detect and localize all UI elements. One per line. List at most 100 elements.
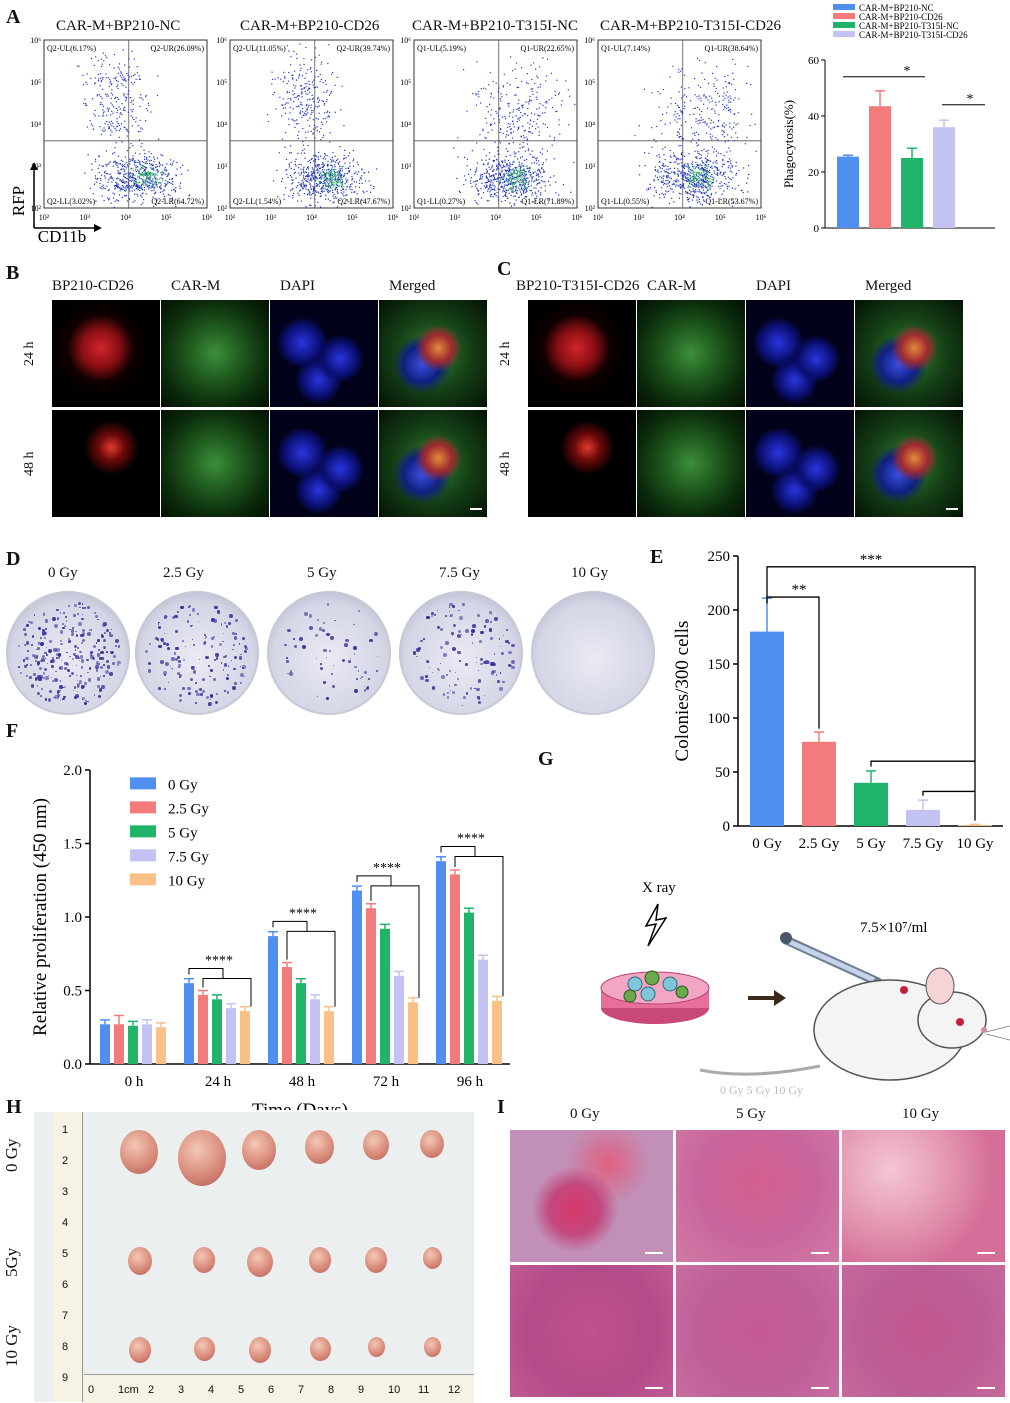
- bar: [906, 809, 940, 826]
- tumor: [310, 1337, 331, 1361]
- scale-bar: [645, 1252, 663, 1254]
- y-tick-label: 60: [808, 55, 820, 67]
- y-tick-label: 20: [808, 167, 820, 179]
- panel-label-a: A: [6, 6, 21, 28]
- micrograph: [52, 410, 160, 517]
- culture-dish: [135, 591, 259, 715]
- x-tick-label: 10 Gy: [956, 836, 994, 852]
- x-tick-label: 10⁶: [388, 213, 399, 222]
- flow-plot-3: Q1-UL(5.19%) Q1-UR(22.65%) Q1-LL(0.27%) Q1-…: [400, 36, 582, 222]
- dose-label: 2.5 Gy: [163, 565, 204, 581]
- y-tick-label: 150: [708, 657, 731, 673]
- scale-bar: [811, 1387, 829, 1389]
- panel-g-schematic: X ray 7.5×10⁷/ml 0 Gy 5 Gy 10 Gy: [600, 880, 1010, 1097]
- panel-label-h: H: [6, 1096, 22, 1118]
- tumor: [420, 1130, 445, 1158]
- bar: [226, 1008, 236, 1064]
- tumor: [242, 1130, 277, 1170]
- column-header: 10 Gy: [902, 1106, 940, 1122]
- y-tick-label: 10³: [217, 162, 228, 171]
- flow-title-2: CAR-M+BP210-CD26: [240, 18, 380, 34]
- y-tick-label: 40: [808, 111, 820, 123]
- significance-star: ****: [289, 906, 317, 921]
- quadrant-ll: Q1-LL(0.55%): [601, 197, 650, 206]
- bar: [436, 861, 446, 1064]
- x-tick-label: 48 h: [289, 1074, 316, 1090]
- quadrant-ur: Q1-UR(38.64%): [704, 44, 758, 53]
- bar: [869, 106, 891, 228]
- bar: [156, 1027, 166, 1064]
- legend-label: CAR-M+BP210-NC: [859, 3, 934, 13]
- bar: [933, 127, 955, 228]
- x-tick-label: 96 h: [457, 1074, 484, 1090]
- y-tick-label: 2.0: [63, 763, 82, 779]
- x-tick-label: 0 h: [125, 1074, 144, 1090]
- quadrant-lr: Q1-LR(53.67%): [705, 197, 758, 206]
- tumor: [194, 1337, 215, 1361]
- column-header: DAPI: [756, 278, 792, 294]
- significance-star: *: [904, 64, 911, 79]
- panel-label-f: F: [6, 720, 19, 742]
- ruler-tick-label: 8: [62, 1341, 69, 1353]
- culture-dish: [531, 591, 655, 715]
- legend-label: CAR-M+BP210-CD26: [859, 12, 943, 22]
- bar: [464, 912, 474, 1064]
- legend-label: 5 Gy: [168, 825, 198, 841]
- flow-plot-1: Q2-UL(6.17%) Q2-UR(26.09%) Q2-LL(3.02%) Q2-…: [30, 36, 212, 222]
- ruler-tick-label: 3: [62, 1186, 69, 1198]
- micrograph: [528, 300, 636, 407]
- flow-dots: [267, 43, 378, 208]
- legend-label: CAR-M+BP210-T315I-NC: [859, 21, 959, 31]
- y-tick-label: 0: [723, 819, 731, 835]
- bar: [282, 966, 292, 1064]
- panel-label-b: B: [6, 262, 20, 284]
- x-tick-label: 72 h: [373, 1074, 400, 1090]
- x-tick-label: 10²: [225, 213, 236, 222]
- ruler-tick-label: 6: [62, 1279, 69, 1291]
- bar: [128, 1025, 138, 1064]
- ruler-tick-label: 1cm: [118, 1384, 139, 1396]
- mouse-icon: [699, 967, 1010, 1081]
- quadrant-ul: Q2-UL(6.17%): [47, 44, 96, 53]
- significance-star: ****: [205, 953, 233, 968]
- tumor: [249, 1337, 272, 1363]
- legend-swatch: [130, 873, 156, 886]
- scale-bar: [811, 1252, 829, 1254]
- flow-xlabel: CD11b: [38, 227, 87, 246]
- tumor: [129, 1337, 152, 1363]
- tumor: [365, 1247, 388, 1273]
- y-tick-label: 10⁴: [400, 120, 411, 129]
- y-tick-label: 50: [715, 765, 730, 781]
- tumor: [424, 1337, 442, 1357]
- dose-label: 5 Gy: [307, 565, 337, 581]
- quadrant-ll: Q2-LL(1.54%): [233, 197, 282, 206]
- bar: [408, 1002, 418, 1064]
- tumor: [120, 1130, 158, 1174]
- micrograph: [379, 410, 487, 517]
- row-label: 0 Gy: [2, 1138, 21, 1172]
- scale-bar: [946, 508, 958, 510]
- bar: [310, 999, 320, 1064]
- row-label: 10 Gy: [2, 1324, 21, 1367]
- row-label: 24 h: [498, 341, 513, 367]
- x-tick-label: 0 Gy: [752, 836, 782, 852]
- y-tick-label: 1.5: [63, 837, 82, 853]
- bar: [296, 983, 306, 1064]
- y-tick-label: 1.0: [63, 910, 82, 926]
- row-label: 24 h: [22, 341, 37, 367]
- x-tick-label: 10⁶: [572, 213, 583, 222]
- flow-title-4: CAR-M+BP210-T315I-CD26: [600, 18, 781, 34]
- he-micrograph: [676, 1130, 839, 1262]
- x-tick-label: 10⁴: [490, 213, 501, 222]
- scale-bar: [977, 1252, 995, 1254]
- flow-title-1: CAR-M+BP210-NC: [56, 18, 181, 34]
- bar: [854, 782, 888, 826]
- micrograph: [52, 300, 160, 407]
- culture-dish: [267, 591, 391, 715]
- x-tick-label: 10⁶: [202, 213, 213, 222]
- flow-x-arrowhead: [94, 224, 102, 232]
- culture-dish-icon: [600, 970, 710, 1024]
- tumor: [309, 1247, 332, 1273]
- bar: [114, 1024, 124, 1064]
- ruler-bottom: 0 1cm 2 3 4 5 6 7 8 9 10 11 12: [84, 1374, 474, 1403]
